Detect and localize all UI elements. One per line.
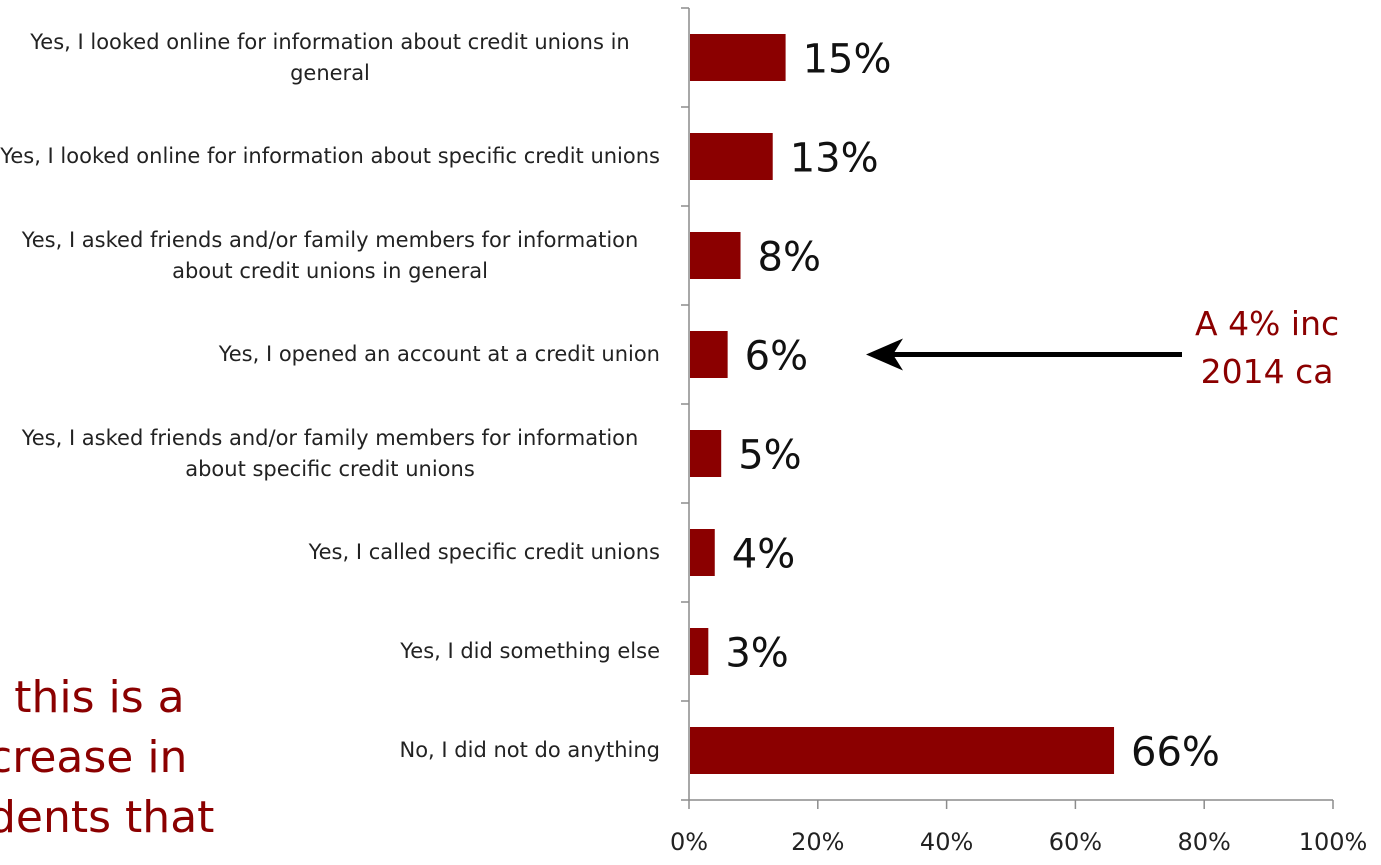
category-label: Yes, I asked friends and/or family membe… <box>21 425 639 481</box>
category-label: No, I did not do anything <box>399 738 661 762</box>
data-label: 15% <box>803 37 892 83</box>
category-label: Yes, I called specific credit unions <box>308 540 660 564</box>
x-tick-label: 20% <box>791 828 844 856</box>
bar <box>690 529 715 576</box>
bar <box>690 232 741 279</box>
category-label: Yes, I opened an account at a credit uni… <box>218 342 660 366</box>
arrow-head <box>866 338 903 371</box>
x-tick-label: 40% <box>920 828 973 856</box>
x-tick-label: 80% <box>1178 828 1231 856</box>
bar <box>690 727 1115 774</box>
category-label: Yes, I looked online for information abo… <box>0 144 660 168</box>
x-tick-label: 100% <box>1299 828 1368 856</box>
category-label: Yes, I did something else <box>400 639 660 663</box>
bar <box>690 628 709 675</box>
annotation-left: l this is a crease in dents that <box>0 672 215 843</box>
data-label: 8% <box>758 235 821 281</box>
category-label: Yes, I asked friends and/or family membe… <box>21 227 639 283</box>
data-label: 13% <box>790 136 879 182</box>
x-tick-label: 60% <box>1049 828 1102 856</box>
data-label: 6% <box>745 334 808 380</box>
category-label: Yes, I looked online for information abo… <box>30 29 630 85</box>
bar <box>690 34 786 81</box>
data-label: 5% <box>738 433 801 479</box>
data-label: 4% <box>732 532 795 578</box>
bar <box>690 430 722 477</box>
bar <box>690 331 728 378</box>
bar <box>690 133 773 180</box>
data-label: 66% <box>1131 730 1220 776</box>
annotation-right: A 4% inc 2014 ca <box>1195 304 1340 391</box>
x-tick-label: 0% <box>670 828 708 856</box>
data-label: 3% <box>725 631 788 677</box>
